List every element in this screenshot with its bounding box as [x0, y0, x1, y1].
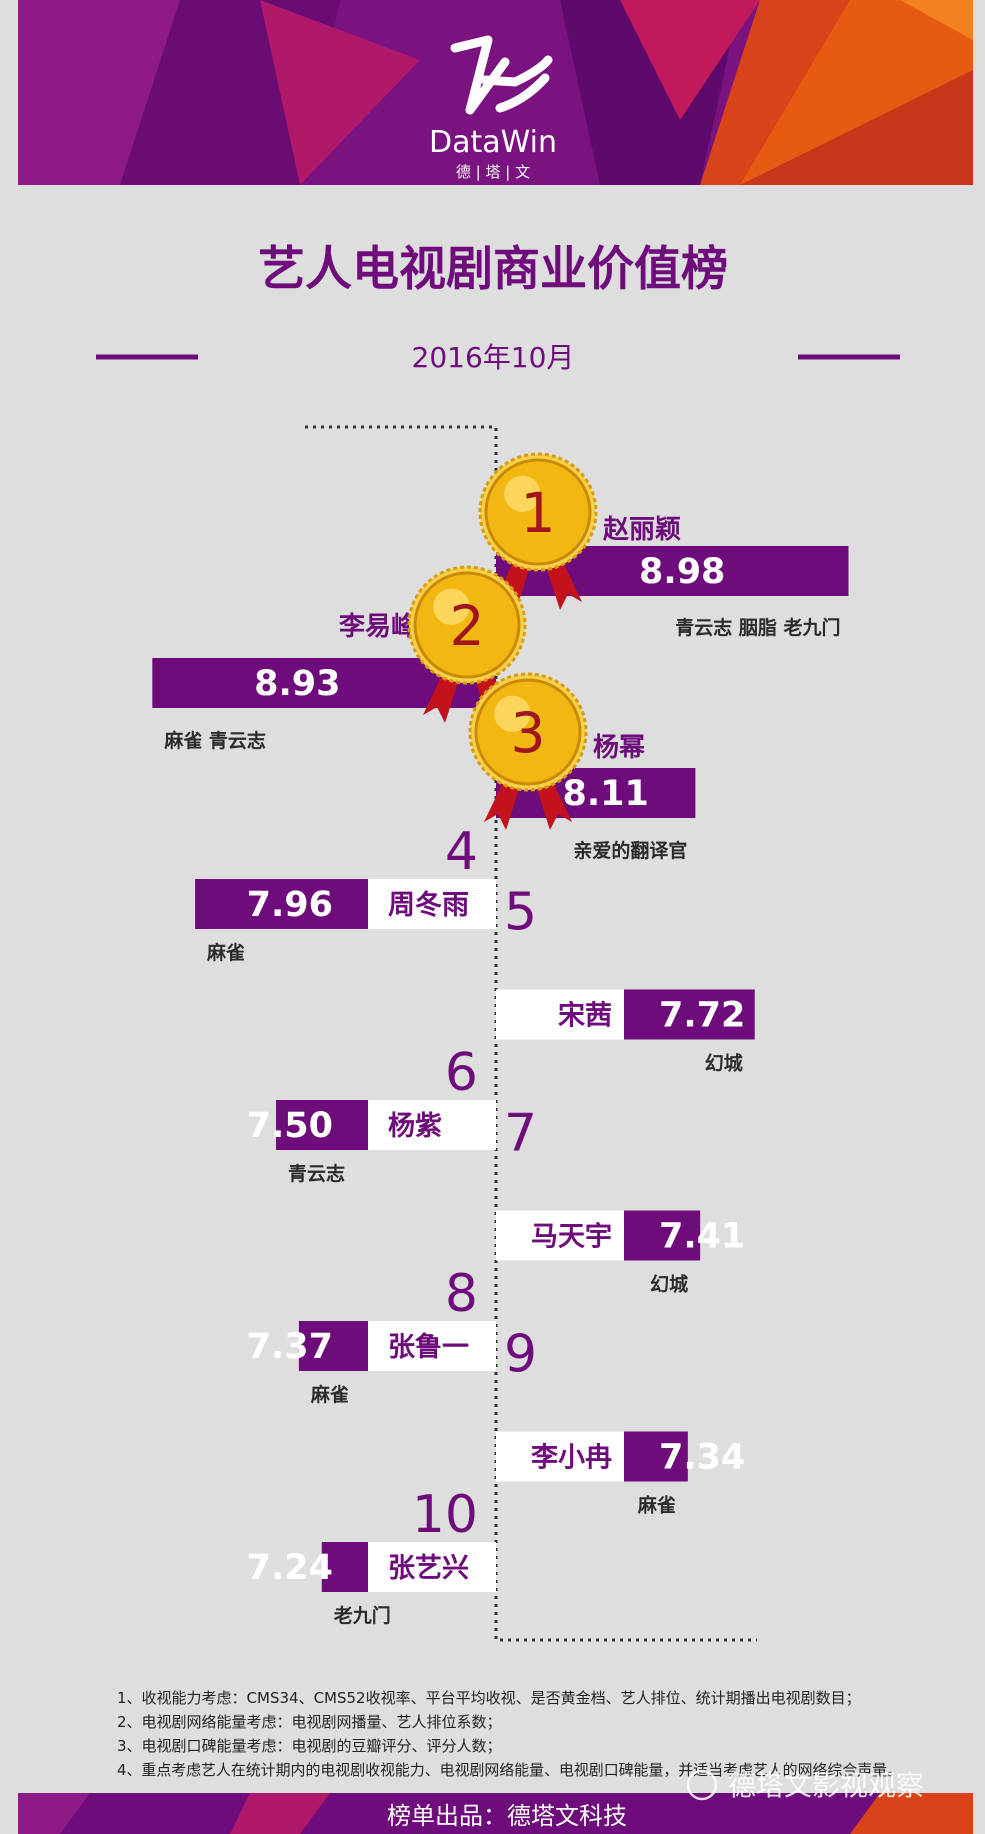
rank-4-value-label: 7.96	[247, 885, 333, 925]
brand-tagline: 德 | 塔 | 文	[456, 163, 530, 181]
period-label: 2016年10月	[412, 341, 575, 374]
rank-1-medal-shine	[504, 475, 541, 512]
footer-band: 榜单出品：德塔文科技	[18, 1793, 973, 1834]
rank-8-name: 张鲁一	[388, 1332, 469, 1363]
rank-8-number: 8	[445, 1264, 478, 1324]
rank-4-number: 4	[445, 822, 478, 882]
rank-8-bar	[298, 1321, 368, 1371]
rank-9-number: 9	[504, 1325, 537, 1385]
rank-10-works: 老九门	[334, 1604, 391, 1627]
rank-2-number: 2	[450, 594, 485, 658]
header-banner	[18, 0, 973, 185]
watermark-text: 德塔文影视观察	[728, 1769, 924, 1802]
note-4: 4、重点考虑艺人在统计期内的电视剧收视能力、电视剧网络能量、电视剧口碑能量，并适…	[117, 1761, 902, 1779]
rank-6-name-box	[368, 1100, 496, 1150]
rank-5-number: 5	[504, 883, 537, 943]
rank-9-bar	[624, 1431, 688, 1482]
footer-credit: 榜单出品：德塔文科技	[387, 1802, 627, 1830]
rank-7-works: 幻城	[650, 1273, 688, 1296]
rank-6-name: 杨紫	[388, 1111, 442, 1142]
rank-8-name-box	[368, 1321, 496, 1371]
rank-7-name-box	[496, 1210, 624, 1261]
rank-3-medal-shine	[494, 695, 531, 732]
rank-1-medal-ribbon-right	[544, 556, 582, 610]
rank-1-name: 赵丽颖	[602, 515, 681, 545]
rank-5-value-label: 7.72	[659, 996, 745, 1036]
rank-9-value-label: 7.34	[659, 1438, 745, 1478]
rank-2-medal-shine	[433, 588, 470, 625]
rank-7-number: 7	[504, 1104, 537, 1164]
rank-4-name-box	[368, 879, 496, 929]
rank-7-bar	[624, 1210, 701, 1261]
rank-4-name: 周冬雨	[388, 889, 469, 921]
notes-block: 1、收视能力考虑：CMS34、CMS52收视率、平台平均收视、是否黄金档、艺人排…	[117, 1689, 902, 1779]
rank-1-works: 青云志 胭脂 老九门	[675, 616, 840, 639]
rank-7-name: 马天宇	[531, 1222, 612, 1253]
rank-10-bar	[321, 1542, 368, 1592]
rank-2-medal-ribbon-left	[423, 669, 461, 723]
rank-9-name-box	[496, 1431, 624, 1482]
rank-10-name: 张艺兴	[388, 1553, 469, 1584]
rank-9-works: 麻雀	[637, 1494, 676, 1517]
note-1: 1、收视能力考虑：CMS34、CMS52收视率、平台平均收视、是否黄金档、艺人排…	[117, 1689, 861, 1707]
rank-4-bar	[195, 879, 368, 929]
wechat-icon	[686, 1769, 718, 1801]
rank-6-works: 青云志	[288, 1162, 345, 1185]
rank-8-works: 麻雀	[310, 1383, 349, 1406]
rank-2-works: 麻雀 青云志	[163, 729, 266, 752]
page-title: 艺人电视剧商业价值榜	[258, 242, 728, 297]
rank-8-value-label: 7.37	[247, 1327, 333, 1367]
rank-10-number: 10	[412, 1485, 478, 1545]
rank-6-bar	[276, 1100, 368, 1150]
watermark: 德塔文影视观察	[686, 1769, 924, 1802]
rank-3-name: 杨幂	[593, 733, 645, 763]
rank-5-works: 幻城	[705, 1052, 743, 1075]
rank-9-name: 李小冉	[530, 1443, 612, 1474]
rank-6-number: 6	[445, 1043, 478, 1103]
datawin-logo: DataWin 德 | 塔 | 文	[429, 35, 557, 181]
rank-2-name: 李易峰	[338, 612, 417, 642]
rank-3-medal-ribbon-left	[484, 776, 522, 830]
rank-7-value-label: 7.41	[659, 1217, 745, 1257]
note-2: 2、电视剧网络能量考虑：电视剧网播量、艺人排位系数；	[117, 1713, 502, 1731]
rank-5-name: 宋茜	[558, 1001, 612, 1032]
rank-1-number: 1	[521, 481, 556, 545]
rank-5-name-box	[496, 989, 624, 1040]
rank-1-value-label: 8.98	[639, 552, 725, 592]
rank-5-bar	[624, 989, 755, 1040]
rank-2-value-label: 8.93	[254, 664, 340, 704]
rank-10-value-label: 7.24	[247, 1548, 333, 1588]
rank-3-value-label: 8.11	[563, 774, 649, 814]
rank-4-works: 麻雀	[206, 941, 245, 964]
rank-6-value-label: 7.50	[247, 1106, 333, 1146]
rank-3-works: 亲爱的翻译官	[573, 839, 687, 862]
brand-name: DataWin	[429, 125, 557, 160]
note-3: 3、电视剧口碑能量考虑：电视剧的豆瓣评分、评分人数；	[117, 1737, 502, 1755]
rank-10-name-box	[368, 1542, 496, 1592]
rank-3-number: 3	[511, 701, 546, 765]
rank-3-medal-ribbon-right	[534, 776, 572, 830]
